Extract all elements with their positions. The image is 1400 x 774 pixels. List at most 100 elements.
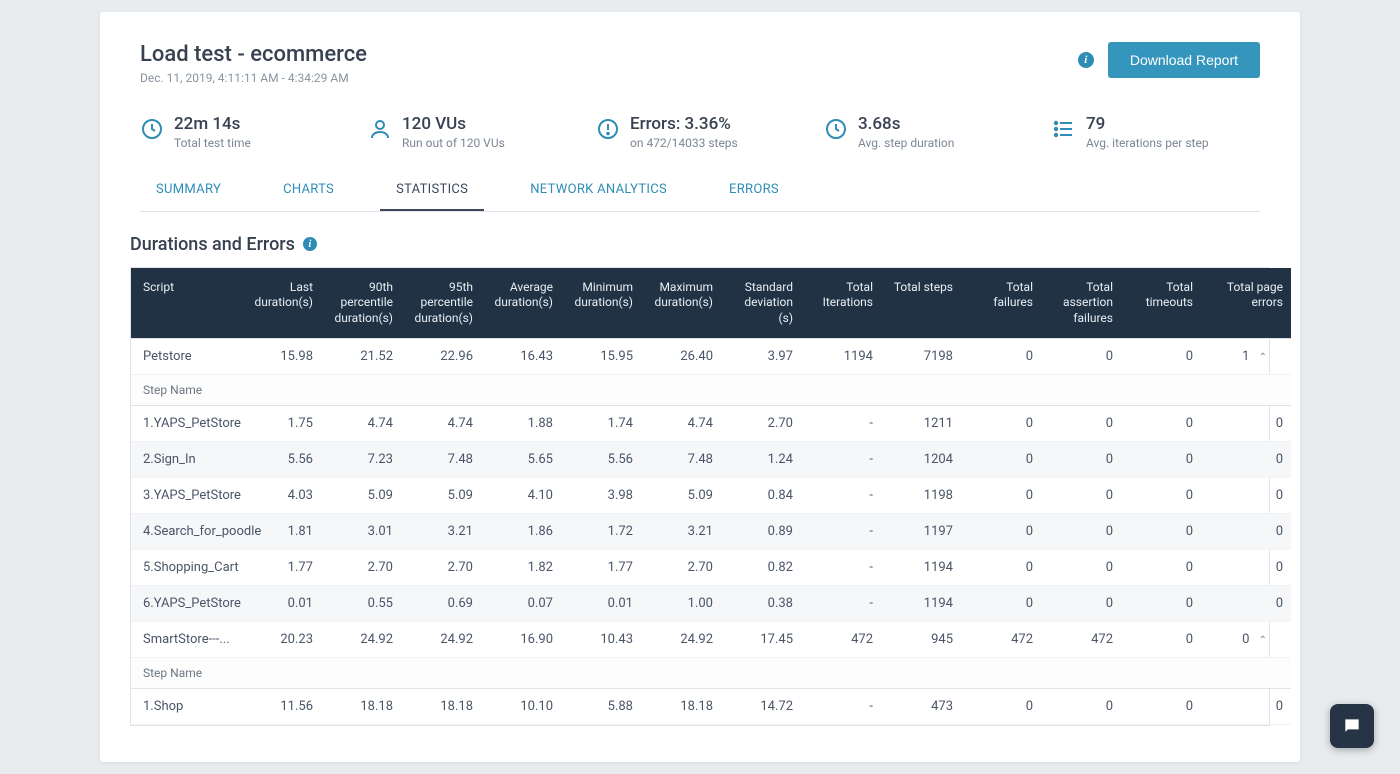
cell-value: 4.74 bbox=[641, 406, 721, 442]
cell-value: 0.89 bbox=[721, 514, 801, 550]
step-name-header: Step Name bbox=[131, 375, 1291, 406]
metric-label: Total test time bbox=[174, 136, 251, 150]
cell-value: - bbox=[801, 586, 881, 622]
cell-value: 0 bbox=[961, 478, 1041, 514]
script-row[interactable]: SmartStore---...20.2324.9224.9216.9010.4… bbox=[131, 622, 1291, 658]
column-header[interactable]: Total timeouts bbox=[1121, 268, 1201, 339]
cell-value: 1 ⌃ bbox=[1201, 339, 1291, 375]
clock-icon bbox=[140, 117, 164, 145]
step-name-header: Step Name bbox=[131, 658, 1291, 689]
script-row[interactable]: Petstore15.9821.5222.9616.4315.9526.403.… bbox=[131, 339, 1291, 375]
cell-value: 5.56 bbox=[241, 442, 321, 478]
cell-value: 0.07 bbox=[481, 586, 561, 622]
column-header[interactable]: Maximum duration(s) bbox=[641, 268, 721, 339]
column-header[interactable]: Total Iterations bbox=[801, 268, 881, 339]
cell-value: 0 bbox=[961, 406, 1041, 442]
cell-value: 0 bbox=[1121, 622, 1201, 658]
cell-value: 5.88 bbox=[561, 689, 641, 725]
chevron-up-icon[interactable]: ⌃ bbox=[1259, 635, 1267, 646]
chat-widget[interactable] bbox=[1330, 704, 1374, 748]
cell-value: 1.77 bbox=[241, 550, 321, 586]
cell-value: 0 bbox=[1041, 689, 1121, 725]
cell-value: 0 ⌃ bbox=[1201, 622, 1291, 658]
info-icon[interactable]: i bbox=[303, 237, 317, 251]
cell-name: SmartStore---... bbox=[131, 622, 241, 658]
step-row: 6.YAPS_PetStore0.010.550.690.070.011.000… bbox=[131, 586, 1291, 622]
cell-value: 1.77 bbox=[561, 550, 641, 586]
cell-value: 1.24 bbox=[721, 442, 801, 478]
cell-name: 1.YAPS_PetStore bbox=[131, 406, 241, 442]
tab-errors[interactable]: ERRORS bbox=[713, 168, 795, 211]
cell-value: 15.98 bbox=[241, 339, 321, 375]
column-header[interactable]: Script bbox=[131, 268, 241, 339]
alert-icon bbox=[596, 117, 620, 145]
step-row: 4.Search_for_poodle1.813.013.211.861.723… bbox=[131, 514, 1291, 550]
cell-value: - bbox=[801, 550, 881, 586]
cell-value: 0 bbox=[1121, 586, 1201, 622]
user-icon bbox=[368, 117, 392, 145]
cell-value: 2.70 bbox=[641, 550, 721, 586]
tab-charts[interactable]: CHARTS bbox=[267, 168, 350, 211]
cell-value: 0.84 bbox=[721, 478, 801, 514]
cell-value: 15.95 bbox=[561, 339, 641, 375]
cell-value: 18.18 bbox=[401, 689, 481, 725]
metric-label: Run out of 120 VUs bbox=[402, 136, 505, 150]
chevron-up-icon[interactable]: ⌃ bbox=[1259, 352, 1267, 363]
column-header[interactable]: Total steps bbox=[881, 268, 961, 339]
cell-value: 10.43 bbox=[561, 622, 641, 658]
cell-value: 0.55 bbox=[321, 586, 401, 622]
cell-value: 473 bbox=[881, 689, 961, 725]
cell-value: 1.86 bbox=[481, 514, 561, 550]
column-header[interactable]: Standard deviation (s) bbox=[721, 268, 801, 339]
column-header[interactable]: Total failures bbox=[961, 268, 1041, 339]
column-header[interactable]: Minimum duration(s) bbox=[561, 268, 641, 339]
tab-summary[interactable]: SUMMARY bbox=[140, 168, 237, 211]
column-header[interactable]: Last duration(s) bbox=[241, 268, 321, 339]
durations-table-wrap: ScriptLast duration(s)90th percentile du… bbox=[130, 267, 1270, 727]
list-icon bbox=[1052, 117, 1076, 145]
cell-value: 24.92 bbox=[641, 622, 721, 658]
cell-name: 2.Sign_In bbox=[131, 442, 241, 478]
cell-value: 3.21 bbox=[401, 514, 481, 550]
column-header[interactable]: Total assertion failures bbox=[1041, 268, 1121, 339]
column-header[interactable]: 90th percentile duration(s) bbox=[321, 268, 401, 339]
cell-value: 3.97 bbox=[721, 339, 801, 375]
cell-value: 1.88 bbox=[481, 406, 561, 442]
column-header[interactable]: Average duration(s) bbox=[481, 268, 561, 339]
cell-value: 5.56 bbox=[561, 442, 641, 478]
cell-value: 1.74 bbox=[561, 406, 641, 442]
cell-value: 0 bbox=[1201, 406, 1291, 442]
tab-statistics[interactable]: STATISTICS bbox=[380, 168, 484, 211]
cell-value: 0 bbox=[1121, 689, 1201, 725]
column-header[interactable]: 95th percentile duration(s) bbox=[401, 268, 481, 339]
cell-value: 0.01 bbox=[561, 586, 641, 622]
table-header: ScriptLast duration(s)90th percentile du… bbox=[131, 268, 1291, 339]
cell-value: 5.09 bbox=[641, 478, 721, 514]
tab-network-analytics[interactable]: NETWORK ANALYTICS bbox=[514, 168, 683, 211]
cell-value: 472 bbox=[801, 622, 881, 658]
info-icon[interactable]: i bbox=[1078, 52, 1094, 68]
column-header[interactable]: Total page errors bbox=[1201, 268, 1291, 339]
cell-value: 7198 bbox=[881, 339, 961, 375]
cell-value: 0 bbox=[1041, 478, 1121, 514]
cell-value: 0 bbox=[1201, 586, 1291, 622]
metric-vus: 120 VUs Run out of 120 VUs bbox=[368, 115, 576, 150]
cell-value: 1204 bbox=[881, 442, 961, 478]
metric-value: 22m 14s bbox=[174, 115, 251, 134]
cell-value: 0 bbox=[1121, 514, 1201, 550]
cell-value: 0.69 bbox=[401, 586, 481, 622]
cell-value: 472 bbox=[1041, 622, 1121, 658]
metric-label: Avg. step duration bbox=[858, 136, 954, 150]
cell-value: 5.09 bbox=[401, 478, 481, 514]
download-report-button[interactable]: Download Report bbox=[1108, 42, 1260, 78]
cell-value: 17.45 bbox=[721, 622, 801, 658]
step-row: 2.Sign_In5.567.237.485.655.567.481.24-12… bbox=[131, 442, 1291, 478]
cell-value: 0 bbox=[1121, 550, 1201, 586]
cell-value: 0 bbox=[1041, 442, 1121, 478]
cell-value: 0 bbox=[961, 550, 1041, 586]
cell-value: 0.82 bbox=[721, 550, 801, 586]
cell-name: 5.Shopping_Cart bbox=[131, 550, 241, 586]
cell-value: 5.65 bbox=[481, 442, 561, 478]
cell-name: 3.YAPS_PetStore bbox=[131, 478, 241, 514]
metric-avg-step: 3.68s Avg. step duration bbox=[824, 115, 1032, 150]
